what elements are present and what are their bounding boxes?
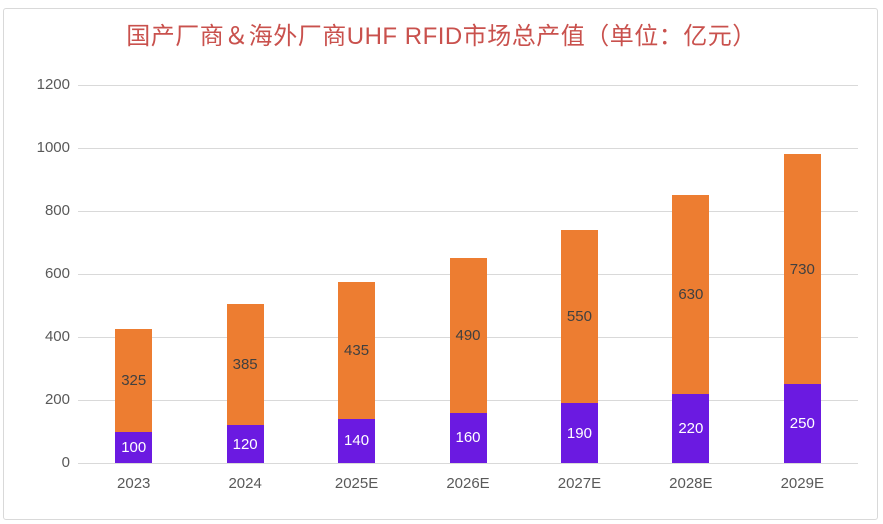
bar-segment-海外厂商-2029E: 730	[783, 154, 821, 385]
bar-segment-海外厂商-2025E: 435	[338, 281, 376, 419]
y-tick-label: 0	[61, 454, 70, 471]
bar-value-label: 385	[232, 356, 258, 374]
y-tick-label: 200	[44, 391, 70, 408]
y-tick-label: 800	[44, 202, 70, 219]
bar-value-label: 550	[566, 308, 592, 326]
bar-segment-国产厂商-2027E: 190	[560, 403, 598, 463]
bar-value-label: 100	[121, 438, 147, 456]
gridline	[78, 462, 858, 464]
bar-segment-国产厂商-2024: 120	[226, 425, 264, 463]
gridline	[78, 84, 858, 86]
x-axis-label: 2026E	[446, 475, 490, 492]
x-axis-label: 2027E	[557, 475, 602, 492]
bar-segment-海外厂商-2023: 325	[115, 329, 153, 432]
x-axis-label: 2029E	[780, 475, 824, 492]
bar-segment-国产厂商-2025E: 140	[338, 418, 376, 463]
bar-value-label: 435	[344, 341, 370, 359]
gridline	[78, 210, 858, 212]
bar-value-label: 160	[455, 429, 481, 447]
x-axis-label: 2024	[228, 475, 262, 492]
y-tick-label: 400	[44, 328, 70, 345]
x-axis-label: 2023	[117, 475, 151, 492]
bar-value-label: 490	[455, 326, 481, 344]
chart-title: 国产厂商＆海外厂商UHF RFID市场总产值（单位：亿元）	[126, 23, 757, 50]
bar-value-label: 730	[789, 260, 815, 278]
bar-value-label: 250	[789, 415, 815, 433]
y-tick-label: 1200	[36, 76, 70, 93]
y-tick-label: 1000	[36, 139, 70, 156]
bar-value-label: 220	[678, 419, 704, 437]
bar-segment-海外厂商-2028E: 630	[672, 195, 710, 394]
bar-segment-国产厂商-2028E: 220	[672, 393, 710, 463]
bar-segment-海外厂商-2027E: 550	[560, 229, 598, 404]
bar-segment-国产厂商-2026E: 160	[449, 412, 487, 463]
bar-segment-海外厂商-2024: 385	[226, 303, 264, 426]
bar-value-label: 120	[232, 435, 258, 453]
bar-value-label: 325	[121, 371, 147, 389]
x-axis-label: 2028E	[669, 475, 713, 492]
bar-value-label: 190	[566, 424, 592, 442]
bar-segment-国产厂商-2029E: 250	[783, 384, 821, 463]
gridline	[78, 147, 858, 149]
bar-value-label: 630	[678, 285, 704, 303]
bar-value-label: 140	[344, 432, 370, 450]
y-tick-label: 600	[44, 265, 70, 282]
bar-segment-国产厂商-2023: 100	[115, 431, 153, 463]
x-axis-label: 2025E	[334, 475, 379, 492]
bar-segment-海外厂商-2026E: 490	[449, 258, 487, 413]
